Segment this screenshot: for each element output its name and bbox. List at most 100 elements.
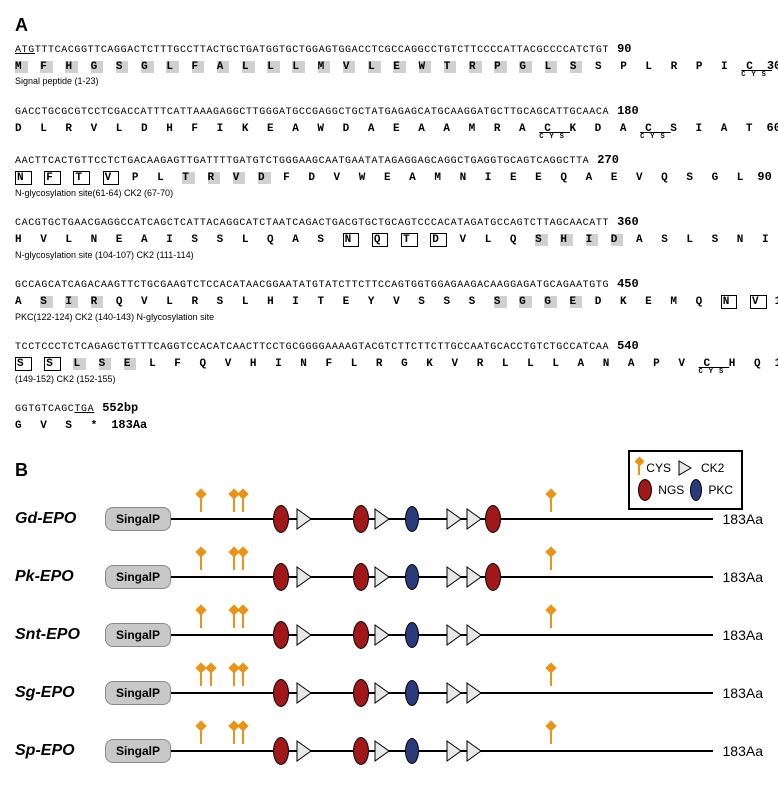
cys-marker xyxy=(210,668,212,686)
aa-position: 180 xyxy=(775,355,778,372)
ck2-marker xyxy=(373,565,391,589)
nucleotide-seq: ATGTTTCACGGTTCAGGACTCTTTGCCTTACTGCTGATGG… xyxy=(15,44,609,58)
nt-position: 360 xyxy=(617,214,639,231)
sequence-block: GACCTGCGCGTCCTCGACCATTTCATTAAAGAGGCTTGGG… xyxy=(15,103,763,137)
pkc-marker xyxy=(405,564,419,590)
protein-track: SingalP xyxy=(105,678,713,708)
amino-acid-seq: D L R V L D H F I K E A W D A E A A M R … xyxy=(15,122,759,137)
legend-box: CYS CK2 NGS PKC xyxy=(628,450,743,510)
protein-diagrams: Gd-EPO SingalP183AaPk-EPO SingalP183AaSn… xyxy=(15,499,763,771)
ck2-marker xyxy=(445,681,463,705)
cys-marker xyxy=(242,610,244,628)
protein-name: Sp-EPO xyxy=(15,742,105,760)
protein-row: Sp-EPO SingalP 183Aa xyxy=(15,731,763,771)
ck2-marker xyxy=(295,507,313,531)
protein-row: Pk-EPO SingalP 183Aa xyxy=(15,557,763,597)
protein-track: SingalP xyxy=(105,620,713,650)
annotation-text: Signal peptide (1-23) xyxy=(15,75,763,88)
legend-cys-label: CYS xyxy=(646,461,671,475)
legend-pkc-label: PKC xyxy=(708,483,733,497)
ngs-marker xyxy=(353,563,369,591)
sequence-block: GCCAGCATCAGACAAGTTCTGCGAAGTCTCCACATAACGG… xyxy=(15,276,763,323)
protein-track: SingalP xyxy=(105,736,713,766)
ngs-marker xyxy=(485,563,501,591)
cys-marker xyxy=(200,552,202,570)
nucleotide-seq: TCCTCCCTCTCAGAGCTGTTTCAGGTCCACATCAACTTCC… xyxy=(15,341,609,355)
ngs-marker xyxy=(273,563,289,591)
cys-marker xyxy=(200,668,202,686)
ngs-marker xyxy=(273,505,289,533)
protein-row: Gd-EPO SingalP183Aa xyxy=(15,499,763,539)
ngs-marker xyxy=(273,679,289,707)
protein-name: Snt-EPO xyxy=(15,626,105,644)
ck2-marker xyxy=(373,739,391,763)
ck2-marker xyxy=(465,623,483,647)
pkc-marker xyxy=(405,738,419,764)
ngs-marker xyxy=(353,505,369,533)
ck2-marker xyxy=(465,681,483,705)
amino-acid-seq: M F H G S G L F A L L L M V L E W T R P … xyxy=(15,60,759,75)
cys-icon xyxy=(638,461,640,475)
sequence-block: ATGTTTCACGGTTCAGGACTCTTTGCCTTACTGCTGATGG… xyxy=(15,41,763,88)
cys-marker xyxy=(242,494,244,512)
protein-length: 183Aa xyxy=(723,627,763,643)
cys-marker xyxy=(550,552,552,570)
ck2-marker xyxy=(465,739,483,763)
protein-length: 183Aa xyxy=(723,685,763,701)
legend-ngs-label: NGS xyxy=(658,483,684,497)
cys-marker xyxy=(242,552,244,570)
protein-row: Snt-EPO SingalP 183Aa xyxy=(15,615,763,655)
nt-position: 450 xyxy=(617,276,639,293)
amino-acid-seq: A S I R Q V L R S L H I T E Y V S S S S … xyxy=(15,295,767,310)
pkc-marker xyxy=(405,680,419,706)
signal-peptide-box: SingalP xyxy=(105,623,171,647)
ck2-marker xyxy=(373,681,391,705)
cys-marker xyxy=(233,668,235,686)
ck2-marker xyxy=(465,507,483,531)
nucleotide-seq: GCCAGCATCAGACAAGTTCTGCGAAGTCTCCACATAACGG… xyxy=(15,279,609,293)
cys-marker xyxy=(550,610,552,628)
ngs-marker xyxy=(353,621,369,649)
ngs-marker xyxy=(273,737,289,765)
ck2-marker xyxy=(295,565,313,589)
cys-marker xyxy=(233,610,235,628)
aa-position: 60 xyxy=(767,120,778,137)
protein-name: Pk-EPO xyxy=(15,568,105,586)
pkc-icon xyxy=(690,479,702,501)
ngs-marker xyxy=(353,679,369,707)
nt-position: 90 xyxy=(617,41,631,58)
cys-marker xyxy=(200,610,202,628)
protein-row: Sg-EPO SingalP 183Aa xyxy=(15,673,763,713)
legend-row: NGS PKC xyxy=(638,479,733,501)
annotation-text: N-glycosylation site (104-107) CK2 (111-… xyxy=(15,249,763,262)
sequence-block: GGTGTCAGCTGA552bpG V S * 183Aa xyxy=(15,400,763,434)
protein-length: 183Aa xyxy=(723,569,763,585)
ck2-marker xyxy=(295,623,313,647)
nt-position: 270 xyxy=(597,152,619,169)
nucleotide-seq: GACCTGCGCGTCCTCGACCATTTCATTAAAGAGGCTTGGG… xyxy=(15,106,609,120)
ck2-marker xyxy=(295,681,313,705)
annotation-text: PKC(122-124) CK2 (140-143) N-glycosylati… xyxy=(15,311,763,324)
legend-row: CYS CK2 xyxy=(638,459,733,477)
signal-peptide-box: SingalP xyxy=(105,507,171,531)
ck2-marker xyxy=(465,565,483,589)
protein-name: Sg-EPO xyxy=(15,684,105,702)
panel-b: B CYS CK2 NGS PKC Gd-EPO SingalP183AaPk-… xyxy=(15,460,763,771)
cys-marker xyxy=(233,552,235,570)
ck2-marker xyxy=(373,507,391,531)
cys-marker xyxy=(242,668,244,686)
nucleotide-seq: AACTTCACTGTTCCTCTGACAAGAGTTGATTTTGATGTCT… xyxy=(15,155,589,169)
legend-ck2-label: CK2 xyxy=(701,461,724,475)
nucleotide-seq: GGTGTCAGCTGA xyxy=(15,403,94,417)
protein-length: 183Aa xyxy=(723,743,763,759)
pkc-marker xyxy=(405,622,419,648)
sequence-panel: ATGTTTCACGGTTCAGGACTCTTTGCCTTACTGCTGATGG… xyxy=(15,41,763,435)
ck2-marker xyxy=(445,739,463,763)
aa-position: 90 xyxy=(757,169,771,186)
signal-peptide-box: SingalP xyxy=(105,739,171,763)
annotation-text: (149-152) CK2 (152-155) xyxy=(15,373,763,386)
ck2-marker xyxy=(445,623,463,647)
protein-track: SingalP xyxy=(105,562,713,592)
protein-track: SingalP xyxy=(105,504,713,534)
aa-position: 183Aa xyxy=(111,417,147,434)
